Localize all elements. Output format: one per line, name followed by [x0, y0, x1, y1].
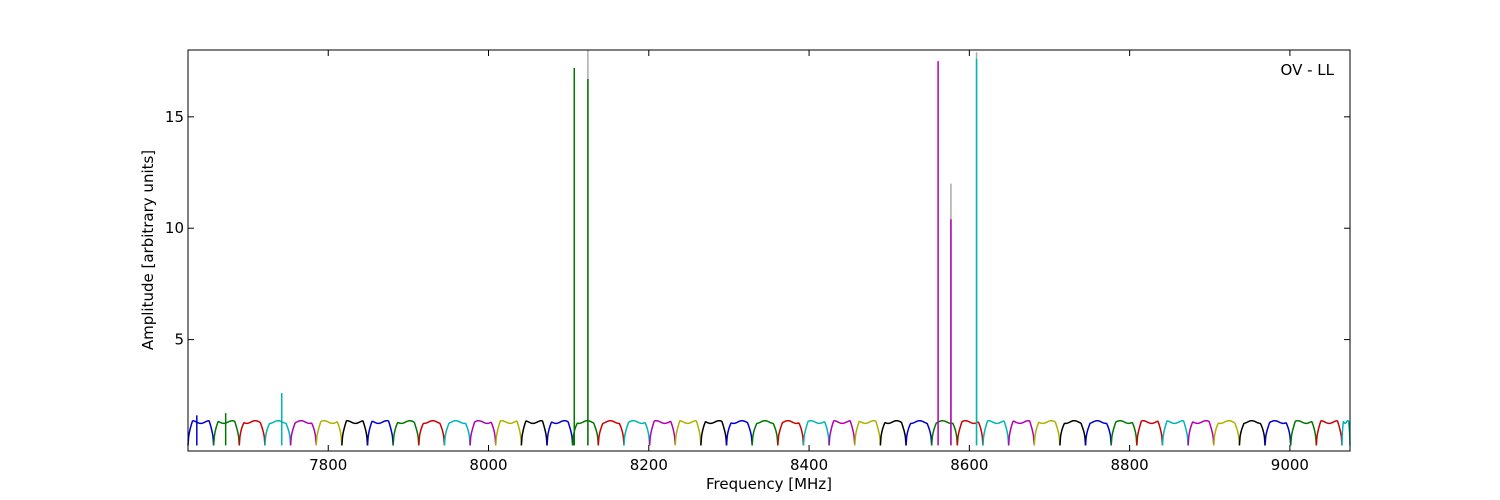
y-tick-label: 15 — [165, 108, 184, 126]
y-axis-label: Amplitude [arbitrary units] — [139, 150, 157, 350]
channel-series-20 — [674, 419, 702, 446]
channel-series-13 — [494, 419, 523, 446]
channel-series-38 — [1136, 419, 1164, 446]
y-tick-label: 5 — [174, 331, 184, 349]
channel-series-16 — [571, 419, 600, 446]
channel-series-27 — [854, 419, 882, 446]
channel-series-42 — [1238, 419, 1266, 446]
x-tick-label: 8400 — [790, 456, 828, 474]
y-axis: 5 10 15 — [165, 108, 1350, 349]
channel-series-37 — [1110, 419, 1138, 446]
x-tick-label: 9000 — [1271, 456, 1309, 474]
channel-series-8 — [366, 419, 394, 446]
channel-series-34 — [1033, 419, 1061, 446]
channel-series-4 — [264, 419, 292, 446]
channel-series-1 — [187, 419, 215, 446]
channel-series-45 — [1315, 419, 1343, 446]
plot-frame — [187, 49, 1351, 452]
channel-series-33 — [1007, 419, 1036, 446]
channel-series-24 — [777, 419, 805, 446]
x-tick-label: 7800 — [309, 456, 347, 474]
channel-series-39 — [1161, 419, 1189, 446]
channel-series-31 — [956, 419, 984, 446]
channel-series-18 — [623, 419, 651, 446]
channel-series-46 — [1341, 419, 1351, 446]
channel-series-9 — [392, 419, 420, 446]
channel-series-2 — [212, 419, 241, 446]
channel-series-10 — [418, 419, 446, 446]
spike-layer — [196, 50, 978, 446]
x-tick-label: 8200 — [630, 456, 668, 474]
channel-series-23 — [751, 419, 779, 446]
channel-series-22 — [725, 419, 753, 446]
channel-series-28 — [879, 419, 907, 446]
channel-series-5 — [289, 419, 317, 446]
channel-series-29 — [905, 419, 933, 446]
channel-series-6 — [315, 419, 343, 446]
channel-series-25 — [802, 419, 830, 446]
channel-series-40 — [1187, 419, 1215, 446]
channel-series-32 — [982, 419, 1010, 446]
channel-series-35 — [1059, 419, 1087, 446]
channel-series-19 — [648, 419, 676, 446]
channel-series-7 — [341, 419, 369, 446]
chart-annotation: OV - LL — [1281, 61, 1335, 79]
channel-series-12 — [469, 419, 497, 446]
channel-series-26 — [828, 419, 856, 446]
channel-series-11 — [443, 419, 471, 446]
channel-series-3 — [238, 419, 266, 446]
channel-series-17 — [597, 419, 625, 446]
channel-series-44 — [1289, 419, 1318, 446]
x-axis-label: Frequency [MHz] — [706, 475, 832, 493]
y-tick-label: 10 — [165, 219, 184, 237]
x-axis: 7800 8000 8200 8400 8600 8800 9000 — [309, 50, 1309, 474]
channel-series-15 — [546, 419, 574, 446]
channel-series-41 — [1213, 419, 1241, 446]
channel-series-36 — [1084, 419, 1112, 446]
x-tick-label: 8600 — [950, 456, 988, 474]
x-tick-label: 8000 — [469, 456, 507, 474]
channel-series-30 — [930, 419, 959, 446]
series-layer — [187, 419, 1351, 446]
channel-series-21 — [700, 419, 728, 446]
channel-series-14 — [520, 419, 548, 446]
channel-series-43 — [1264, 419, 1292, 446]
x-tick-label: 8800 — [1111, 456, 1149, 474]
